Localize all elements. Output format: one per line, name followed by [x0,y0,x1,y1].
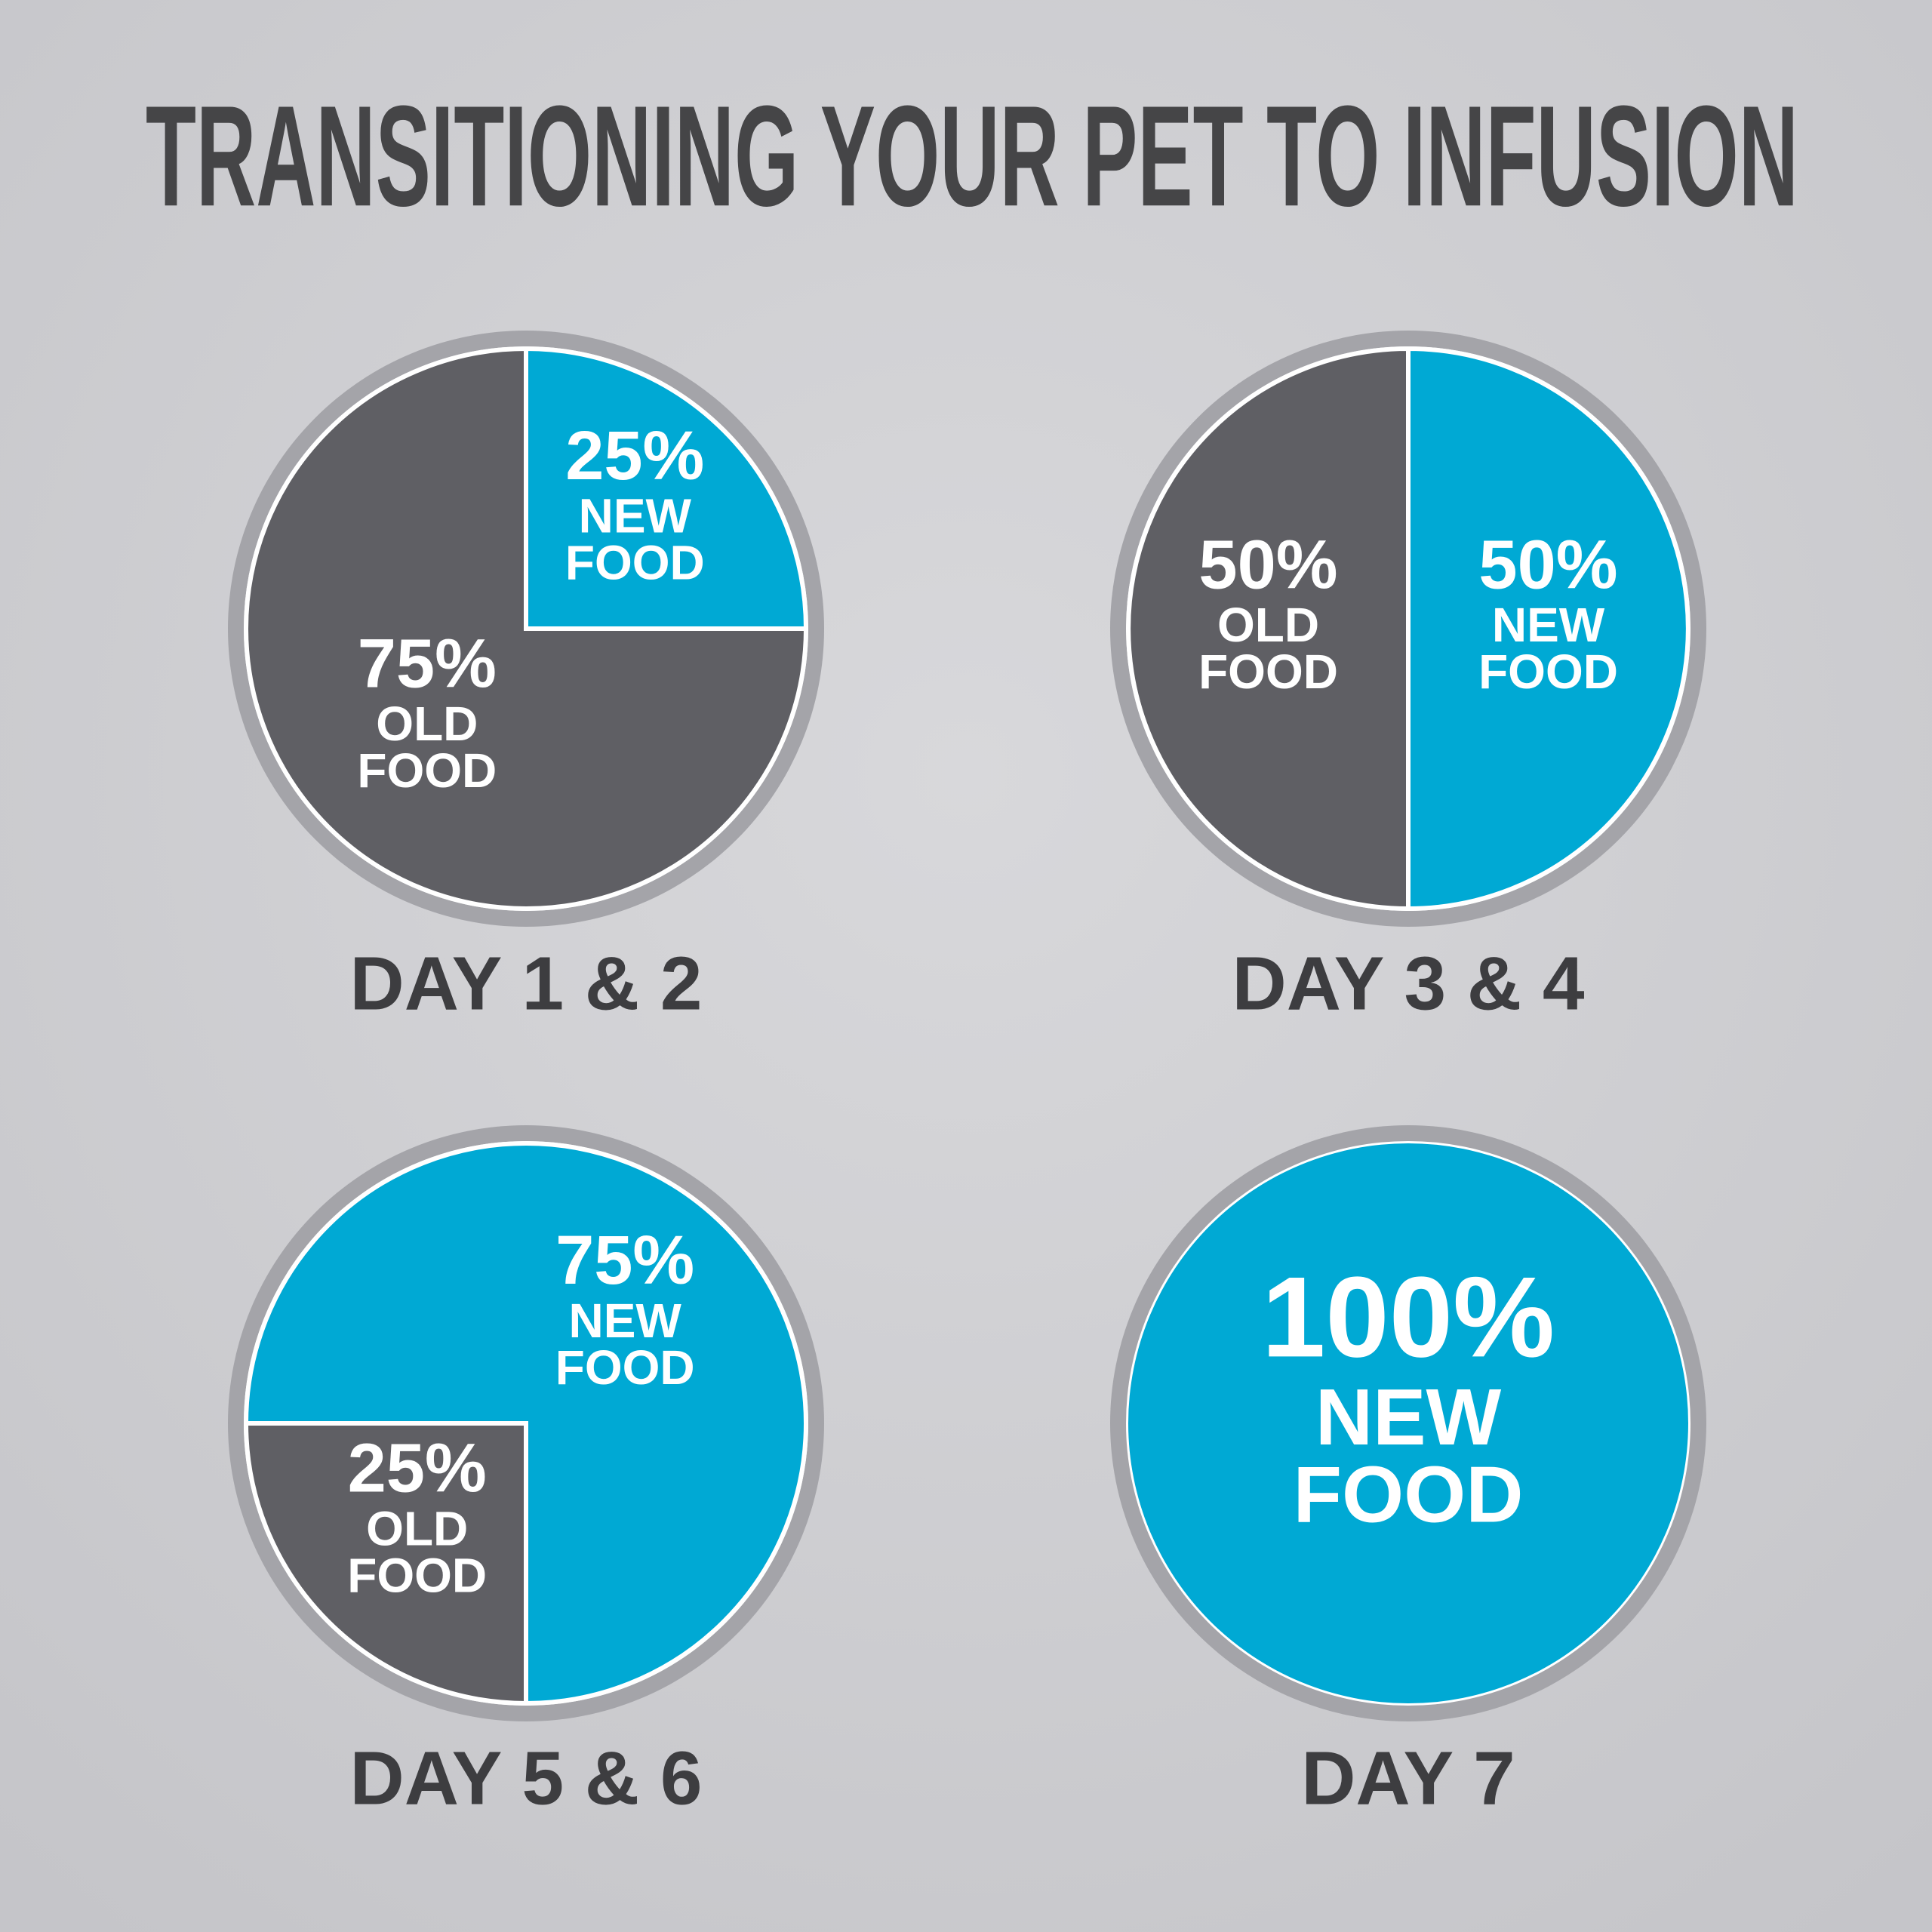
pie-title: DAY 7 [1301,1736,1515,1820]
pie-slice [1128,1143,1688,1703]
value-label: 50% [1478,526,1617,603]
value-label: 100% [1262,1254,1555,1381]
category-label: NEW FOOD [1293,1373,1523,1539]
pie-title: DAY 1 & 2 [350,941,703,1026]
category-label: OLD FOOD [357,697,497,798]
pie-title: DAY 3 & 4 [1232,941,1585,1026]
category-label: NEW FOOD [1478,598,1618,699]
value-label: 75% [555,1222,694,1299]
category-label: NEW FOOD [555,1294,695,1395]
value-label: 75% [358,625,497,702]
category-label: OLD FOOD [1198,598,1338,699]
category-label: NEW FOOD [565,489,705,590]
pie-slice [1126,346,1411,912]
value-label: 25% [348,1430,487,1507]
pie-slice [1406,346,1690,912]
pie-slice [243,1421,528,1706]
category-label: OLD FOOD [347,1501,487,1602]
pie-slice [244,346,809,911]
pie-title: DAY 5 & 6 [350,1736,703,1820]
pie-slice [524,346,809,631]
page-title: TRANSITIONING YOUR PET TO INFUSION [146,76,1798,236]
pie-slice [243,1141,808,1706]
value-label: 25% [565,417,704,494]
value-label: 50% [1198,526,1337,603]
